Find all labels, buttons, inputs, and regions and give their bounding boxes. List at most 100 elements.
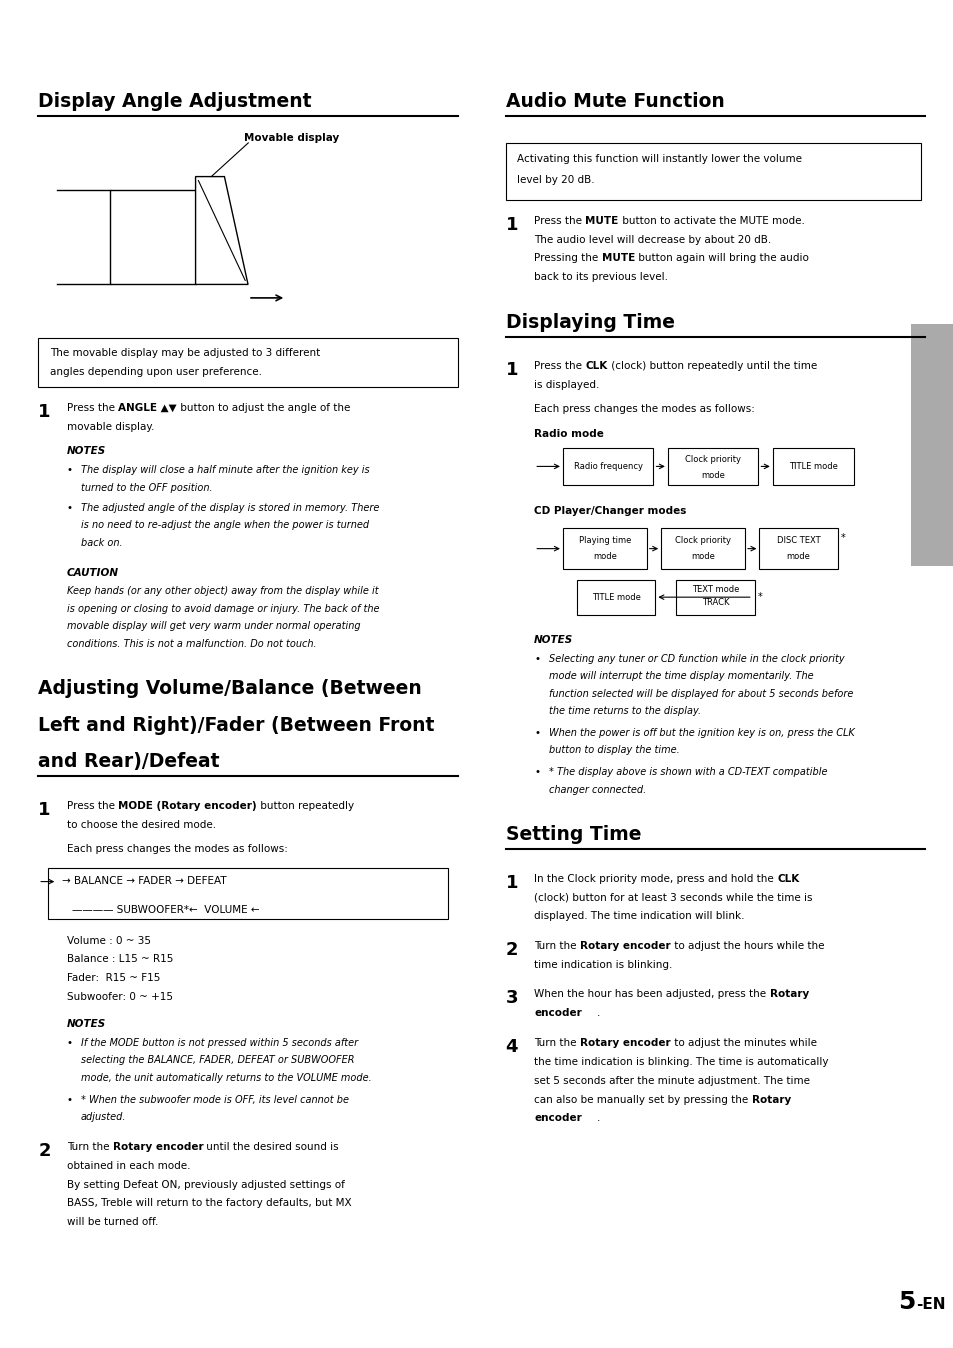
Bar — [577, 580, 655, 615]
Text: (clock) button for at least 3 seconds while the time is: (clock) button for at least 3 seconds wh… — [534, 892, 812, 902]
Text: Rotary: Rotary — [751, 1095, 790, 1104]
Text: •: • — [67, 1095, 72, 1104]
Text: •: • — [534, 767, 539, 776]
Text: ANGLE ▲▼: ANGLE ▲▼ — [118, 403, 176, 412]
Text: NOTES: NOTES — [67, 446, 106, 456]
Bar — [676, 580, 754, 615]
Text: 4: 4 — [505, 1038, 517, 1055]
Text: time indication is blinking.: time indication is blinking. — [534, 960, 672, 969]
Text: Clock priority: Clock priority — [675, 537, 730, 545]
Text: 2: 2 — [505, 941, 517, 958]
Text: 2: 2 — [38, 1142, 51, 1159]
Text: .: . — [597, 1008, 600, 1018]
Text: 1: 1 — [38, 801, 51, 818]
Text: Left and Right)/Fader (Between Front: Left and Right)/Fader (Between Front — [38, 716, 434, 735]
Text: Selecting any tuner or CD function while in the clock priority: Selecting any tuner or CD function while… — [548, 654, 843, 663]
Text: 1: 1 — [505, 361, 517, 379]
Text: back on.: back on. — [81, 538, 123, 547]
Text: back to its previous level.: back to its previous level. — [534, 272, 667, 282]
Text: Turn the: Turn the — [534, 1038, 579, 1047]
Text: Rotary encoder: Rotary encoder — [579, 1038, 670, 1047]
Text: button to adjust the angle of the: button to adjust the angle of the — [176, 403, 350, 412]
Text: Rotary: Rotary — [769, 989, 808, 999]
Text: encoder: encoder — [534, 1113, 581, 1123]
Text: conditions. This is not a malfunction. Do not touch.: conditions. This is not a malfunction. D… — [67, 639, 316, 648]
Text: *: * — [757, 592, 761, 603]
Text: to choose the desired mode.: to choose the desired mode. — [67, 820, 215, 829]
Text: adjusted.: adjusted. — [81, 1112, 127, 1122]
Text: until the desired sound is: until the desired sound is — [203, 1142, 338, 1151]
Text: -EN: -EN — [915, 1297, 944, 1312]
Text: changer connected.: changer connected. — [548, 785, 645, 794]
Text: Display Angle Adjustment: Display Angle Adjustment — [38, 92, 312, 111]
Text: BASS, Treble will return to the factory defaults, but MX: BASS, Treble will return to the factory … — [67, 1198, 351, 1208]
Text: The display will close a half minute after the ignition key is: The display will close a half minute aft… — [81, 465, 370, 474]
Text: •: • — [67, 465, 72, 474]
Text: If the MODE button is not pressed within 5 seconds after: If the MODE button is not pressed within… — [81, 1038, 357, 1047]
Text: DISC TEXT: DISC TEXT — [776, 537, 820, 545]
Text: will be turned off.: will be turned off. — [67, 1217, 158, 1227]
Bar — [772, 448, 853, 485]
Text: 1: 1 — [38, 403, 51, 421]
Text: Audio Mute Function: Audio Mute Function — [505, 92, 723, 111]
Bar — [660, 528, 744, 569]
Text: NOTES: NOTES — [534, 635, 573, 644]
Text: ———— SUBWOOFER*←  VOLUME ←: ———— SUBWOOFER*← VOLUME ← — [71, 906, 259, 915]
Text: 1: 1 — [505, 874, 517, 891]
Text: 5: 5 — [898, 1290, 915, 1314]
Text: TITLE mode: TITLE mode — [591, 593, 640, 601]
Text: button to activate the MUTE mode.: button to activate the MUTE mode. — [618, 216, 803, 225]
Text: Playing time: Playing time — [578, 537, 630, 545]
Text: mode, the unit automatically returns to the VOLUME mode.: mode, the unit automatically returns to … — [81, 1073, 372, 1082]
Text: selecting the BALANCE, FADER, DEFEAT or SUBWOOFER: selecting the BALANCE, FADER, DEFEAT or … — [81, 1055, 355, 1065]
Text: Rotary encoder: Rotary encoder — [579, 941, 670, 950]
Bar — [562, 448, 653, 485]
Text: MUTE: MUTE — [601, 253, 635, 263]
Text: Press the: Press the — [534, 216, 585, 225]
Text: Volume : 0 ~ 35: Volume : 0 ~ 35 — [67, 936, 151, 945]
Text: •: • — [67, 1038, 72, 1047]
Text: the time indication is blinking. The time is automatically: the time indication is blinking. The tim… — [534, 1057, 828, 1066]
Text: button to display the time.: button to display the time. — [548, 745, 679, 755]
Text: Movable display: Movable display — [243, 133, 338, 143]
Text: mode: mode — [785, 553, 810, 561]
Text: set 5 seconds after the minute adjustment. The time: set 5 seconds after the minute adjustmen… — [534, 1076, 809, 1085]
Text: the time returns to the display.: the time returns to the display. — [548, 706, 700, 716]
Text: TITLE mode: TITLE mode — [788, 462, 837, 470]
Text: MODE (Rotary encoder): MODE (Rotary encoder) — [118, 801, 256, 810]
Text: Subwoofer: 0 ~ +15: Subwoofer: 0 ~ +15 — [67, 992, 172, 1002]
Text: level by 20 dB.: level by 20 dB. — [517, 175, 594, 185]
Text: is no need to re-adjust the angle when the power is turned: is no need to re-adjust the angle when t… — [81, 520, 369, 530]
Bar — [667, 448, 758, 485]
Text: *: * — [840, 532, 844, 543]
Text: Setting Time: Setting Time — [505, 825, 640, 844]
Text: obtained in each mode.: obtained in each mode. — [67, 1161, 190, 1170]
Text: movable display will get very warm under normal operating: movable display will get very warm under… — [67, 621, 360, 631]
Text: Radio frequency: Radio frequency — [573, 462, 642, 470]
Text: Turn the: Turn the — [534, 941, 579, 950]
Text: TRACK: TRACK — [701, 599, 728, 607]
Text: Rotary encoder: Rotary encoder — [112, 1142, 203, 1151]
Bar — [910, 324, 953, 566]
Text: .: . — [597, 1113, 600, 1123]
Text: Press the: Press the — [534, 361, 585, 371]
Text: encoder: encoder — [534, 1008, 581, 1018]
Text: 3: 3 — [505, 989, 517, 1007]
Text: Adjusting Volume/Balance (Between: Adjusting Volume/Balance (Between — [38, 679, 421, 698]
Polygon shape — [195, 177, 248, 284]
Text: is opening or closing to avoid damage or injury. The back of the: is opening or closing to avoid damage or… — [67, 604, 379, 613]
Text: CAUTION: CAUTION — [67, 568, 119, 577]
Text: MUTE: MUTE — [585, 216, 618, 225]
Text: •: • — [534, 654, 539, 663]
Bar — [38, 338, 457, 387]
Text: 1: 1 — [505, 216, 517, 233]
Text: Turn the: Turn the — [67, 1142, 112, 1151]
Text: to adjust the hours while the: to adjust the hours while the — [670, 941, 823, 950]
Text: •: • — [534, 728, 539, 737]
Text: Pressing the: Pressing the — [534, 253, 601, 263]
Text: movable display.: movable display. — [67, 422, 154, 431]
Text: * When the subwoofer mode is OFF, its level cannot be: * When the subwoofer mode is OFF, its le… — [81, 1095, 349, 1104]
Text: When the hour has been adjusted, press the: When the hour has been adjusted, press t… — [534, 989, 769, 999]
Text: TEXT mode: TEXT mode — [691, 585, 739, 593]
Text: NOTES: NOTES — [67, 1019, 106, 1029]
